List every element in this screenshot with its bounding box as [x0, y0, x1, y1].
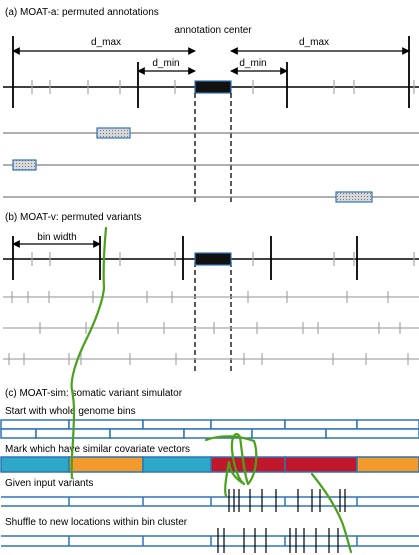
green-annotation-strokes — [70, 226, 353, 554]
panel-c-title: (c) MOAT-sim: somatic variant simulator — [5, 388, 183, 399]
dashed-guides — [194, 93, 232, 372]
permuted-annotation — [12, 159, 37, 171]
bin-width-label: bin width — [37, 232, 76, 243]
panel-a-title: (a) MOAT-a: permuted annotations — [5, 7, 159, 18]
step-3-label: Given input variants — [5, 478, 93, 489]
step-4-label: Shuffle to new locations within bin clus… — [5, 517, 188, 528]
shuffled-variants-track — [1, 528, 419, 553]
permuted-annotation — [335, 191, 373, 203]
annotation-block — [194, 252, 232, 266]
covariate-bins-row — [0, 456, 419, 473]
panel-b-main-track — [3, 236, 419, 280]
input-variants-track — [1, 489, 419, 512]
annotation-block — [194, 80, 232, 94]
panel-a-main-track — [3, 36, 419, 108]
step-1-label: Start with whole genome bins — [5, 406, 136, 417]
dmin-left-label: d_min — [152, 58, 179, 69]
dmax-right-label: d_max — [299, 37, 329, 48]
annotation-center-label: annotation center — [174, 25, 252, 36]
dmax-left-label: d_max — [91, 37, 121, 48]
panel-b-title: (b) MOAT-v: permuted variants — [5, 212, 142, 223]
permuted-variant-tracks — [3, 291, 419, 365]
permuted-annotation-tracks — [3, 127, 419, 203]
step-2-label: Mark which have similar covariate vector… — [5, 444, 190, 455]
permuted-annotation — [96, 127, 131, 139]
genome-bins-row — [0, 419, 419, 439]
dmin-right-label: d_min — [239, 58, 266, 69]
